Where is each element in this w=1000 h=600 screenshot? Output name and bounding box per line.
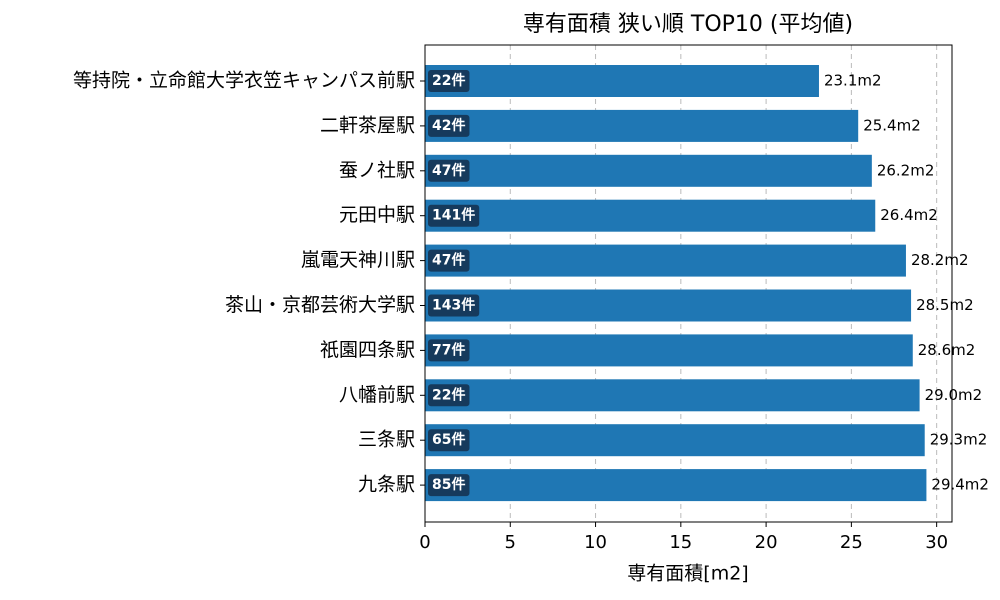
value-label: 28.5m2 (916, 296, 974, 314)
count-badge (428, 159, 470, 182)
y-tick-label: 祇園四条駅 (320, 339, 415, 361)
bar (425, 154, 872, 187)
value-label: 29.4m2 (931, 476, 989, 494)
x-tick-label: 15 (669, 532, 692, 553)
x-axis-label: 専有面積[m2] (627, 563, 748, 585)
x-tick-label: 0 (419, 532, 430, 553)
count-label: 85件 (432, 476, 465, 493)
x-tick-label: 25 (840, 532, 863, 553)
x-tick-label: 20 (755, 532, 778, 553)
x-tick-label: 5 (505, 532, 516, 553)
bar (425, 109, 859, 142)
value-label: 25.4m2 (863, 116, 921, 134)
bar (425, 199, 876, 232)
count-badge (428, 384, 470, 407)
plot-frame (424, 44, 953, 523)
y-tick-label: 元田中駅 (339, 204, 415, 226)
count-label: 141件 (432, 207, 475, 224)
y-tick-label: 茶山・京都芸術大学駅 (225, 294, 415, 316)
count-badge (428, 339, 470, 362)
bar (425, 424, 925, 457)
x-tick-label: 30 (925, 532, 948, 553)
value-label: 29.3m2 (930, 431, 988, 449)
y-tick-label: 三条駅 (358, 429, 415, 451)
value-label: 26.4m2 (880, 206, 938, 224)
count-badge (428, 249, 470, 272)
count-label: 143件 (432, 297, 475, 314)
bar (425, 289, 912, 322)
y-tick-label: 等持院・立命館大学衣笠キャンパス前駅 (73, 70, 415, 92)
value-label: 26.2m2 (877, 161, 935, 179)
bar (425, 244, 906, 277)
value-label: 28.6m2 (918, 341, 976, 359)
x-tick-label: 10 (584, 532, 607, 553)
value-label: 23.1m2 (824, 72, 882, 90)
value-label: 29.0m2 (925, 386, 983, 404)
count-label: 65件 (432, 431, 465, 448)
count-badge (428, 474, 470, 497)
y-tick-label: 二軒茶屋駅 (320, 114, 415, 136)
y-tick-label: 九条駅 (358, 474, 415, 496)
count-label: 22件 (432, 72, 465, 89)
bar (425, 334, 913, 367)
y-tick-label: 八幡前駅 (339, 384, 415, 406)
bar (425, 469, 927, 502)
y-tick-label: 嵐電天神川駅 (301, 249, 415, 271)
count-badge (428, 294, 480, 317)
bar (425, 379, 920, 412)
y-tick-label: 蚕ノ社駅 (339, 159, 415, 181)
count-label: 47件 (432, 162, 465, 179)
count-badge (428, 70, 470, 92)
count-label: 22件 (432, 386, 465, 403)
chart-title: 専有面積 狭い順 TOP10 (平均値) (523, 12, 853, 37)
bar (425, 65, 819, 97)
count-label: 77件 (432, 341, 465, 358)
count-badge (428, 204, 480, 227)
count-label: 42件 (432, 117, 465, 134)
value-label: 28.2m2 (911, 251, 969, 269)
count-badge (428, 429, 470, 452)
count-badge (428, 114, 470, 137)
count-label: 47件 (432, 252, 465, 269)
